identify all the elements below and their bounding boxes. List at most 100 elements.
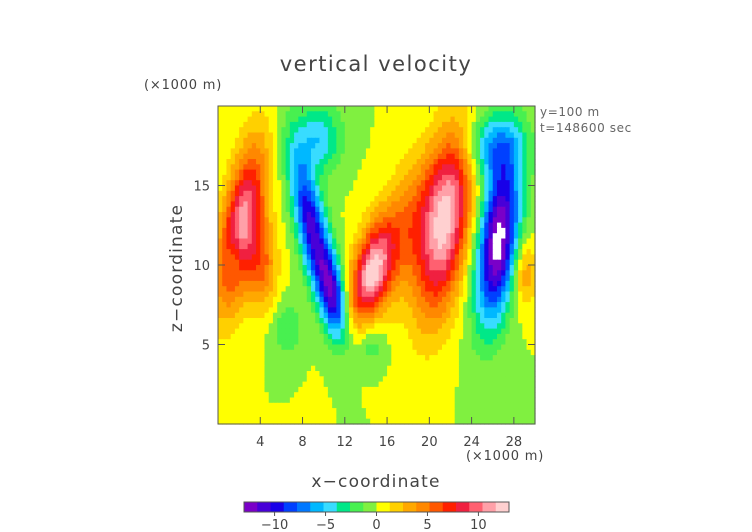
heatmap-cell — [332, 190, 337, 197]
heatmap-cell — [463, 222, 468, 229]
heatmap-cell — [429, 148, 435, 155]
heatmap-cell — [289, 137, 295, 144]
heatmap-cell — [310, 159, 316, 165]
heatmap-cell — [272, 339, 278, 346]
heatmap-cell — [285, 206, 291, 213]
heatmap-cell — [416, 116, 422, 123]
heatmap-cell — [391, 344, 397, 351]
heatmap-cell — [399, 328, 405, 335]
heatmap-cell — [268, 323, 274, 330]
heatmap-cell — [378, 196, 384, 202]
heatmap-cell — [505, 127, 511, 134]
heatmap-cell — [327, 302, 333, 308]
heatmap-cell — [247, 174, 253, 181]
heatmap-cell — [281, 233, 287, 240]
heatmap-cell — [475, 312, 481, 319]
heatmap-cell — [467, 190, 473, 197]
heatmap-cell — [285, 344, 291, 351]
heatmap-cell — [226, 180, 232, 187]
heatmap-cell — [509, 238, 515, 245]
heatmap-cell — [408, 106, 414, 112]
heatmap-cell — [429, 397, 435, 404]
heatmap-cell — [488, 328, 494, 335]
heatmap-cell — [442, 180, 447, 187]
heatmap-cell — [378, 159, 384, 165]
heatmap-cell — [289, 418, 295, 425]
heatmap-cell — [234, 106, 240, 112]
heatmap-cell — [412, 286, 418, 293]
heatmap-cell — [327, 106, 333, 112]
heatmap-cell — [268, 174, 274, 181]
heatmap-cell — [374, 259, 380, 266]
heatmap-cell — [408, 328, 414, 335]
heatmap-cell — [361, 174, 367, 181]
heatmap-cell — [399, 307, 405, 314]
heatmap-cell — [437, 333, 443, 340]
heatmap-cell — [522, 249, 528, 255]
heatmap-cell — [306, 333, 312, 340]
heatmap-cell — [429, 286, 435, 293]
heatmap-cell — [340, 249, 346, 255]
heatmap-cell — [412, 164, 418, 171]
heatmap-cell — [289, 349, 295, 356]
heatmap-cell — [463, 307, 468, 314]
heatmap-cell — [526, 259, 532, 266]
heatmap-cell — [446, 339, 452, 346]
heatmap-cell — [370, 137, 375, 144]
heatmap-cell — [315, 339, 321, 346]
heatmap-cell — [403, 365, 409, 372]
heatmap-cell — [243, 275, 249, 282]
heatmap-cell — [425, 106, 430, 112]
heatmap-cell — [526, 249, 532, 255]
heatmap-cell — [378, 270, 384, 277]
heatmap-cell — [285, 111, 291, 118]
heatmap-cell — [310, 148, 316, 155]
heatmap-cell — [251, 217, 257, 224]
heatmap-cell — [357, 106, 363, 112]
heatmap-cell — [298, 349, 304, 356]
heatmap-cell — [391, 339, 397, 346]
heatmap-cell — [475, 243, 481, 250]
heatmap-cell — [446, 402, 452, 409]
heatmap-cell — [433, 238, 439, 245]
heatmap-cell — [433, 397, 439, 404]
heatmap-cell — [488, 265, 494, 271]
heatmap-cell — [501, 408, 507, 414]
heatmap-cell — [505, 376, 511, 383]
heatmap-cell — [513, 339, 519, 346]
heatmap-cell — [327, 153, 333, 160]
heatmap-cell — [399, 259, 405, 266]
heatmap-cell — [399, 217, 405, 224]
heatmap-cell — [492, 238, 498, 245]
heatmap-cell — [302, 349, 308, 356]
heatmap-cell — [425, 355, 430, 361]
heatmap-cell — [429, 381, 435, 388]
heatmap-cell — [306, 270, 312, 277]
heatmap-cell — [382, 328, 388, 335]
heatmap-cell — [484, 291, 490, 298]
heatmap-cell — [315, 371, 321, 377]
heatmap-cell — [488, 333, 494, 340]
heatmap-cell — [272, 116, 278, 123]
heatmap-cell — [526, 153, 532, 160]
heatmap-cell — [289, 217, 295, 224]
heatmap-cell — [294, 169, 299, 176]
heatmap-cell — [522, 212, 528, 218]
heatmap-cell — [416, 339, 422, 346]
heatmap-cell — [412, 291, 418, 298]
heatmap-cell — [463, 249, 468, 255]
heatmap-cell — [268, 233, 274, 240]
heatmap-cell — [294, 222, 299, 229]
heatmap-cell — [416, 227, 422, 234]
heatmap-cell — [403, 164, 409, 171]
heatmap-cell — [518, 201, 523, 208]
heatmap-cell — [488, 201, 494, 208]
heatmap-cell — [243, 371, 249, 377]
heatmap-cell — [222, 180, 228, 187]
heatmap-cell — [526, 291, 532, 298]
heatmap-cell — [391, 418, 397, 425]
heatmap-cell — [463, 190, 468, 197]
heatmap-cell — [437, 217, 443, 224]
heatmap-cell — [518, 355, 523, 361]
heatmap-cell — [298, 201, 304, 208]
